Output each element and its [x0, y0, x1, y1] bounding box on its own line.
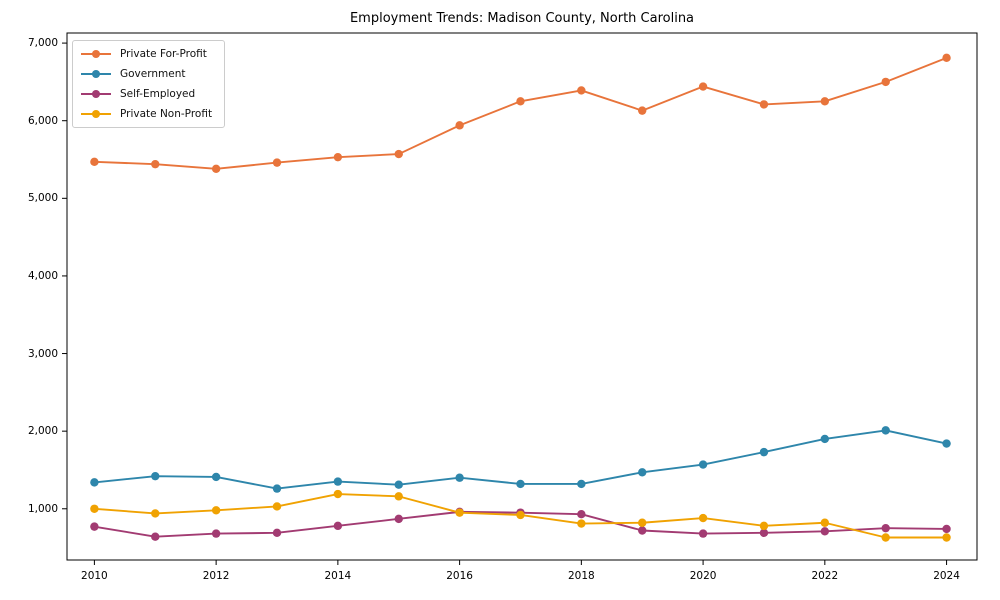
data-point	[211, 164, 221, 174]
data-point	[394, 149, 403, 159]
y-tick-label: 5,000	[27, 192, 58, 205]
data-point	[151, 159, 160, 169]
data-point	[151, 532, 160, 541]
data-point	[455, 473, 464, 482]
data-point	[211, 529, 221, 538]
data-point	[455, 508, 464, 517]
data-point	[394, 492, 403, 501]
data-point	[942, 524, 951, 534]
x-tick-label: 2014	[324, 570, 352, 582]
data-point	[881, 426, 890, 435]
data-point	[272, 502, 282, 511]
data-point	[820, 97, 830, 106]
data-point	[638, 526, 647, 535]
data-point	[942, 533, 951, 542]
y-tick-label: 3,000	[27, 347, 58, 360]
data-point	[759, 528, 769, 538]
data-point	[90, 504, 99, 513]
data-point	[211, 472, 221, 482]
legend: Private For-Profit Government Self-Employe…	[72, 40, 226, 128]
legend-label: Private For-Profit	[120, 48, 207, 60]
data-point	[942, 53, 951, 63]
data-point	[638, 468, 647, 477]
data-point	[698, 529, 708, 538]
x-tick-label: 2020	[689, 570, 717, 582]
data-point	[881, 77, 890, 87]
data-point	[942, 439, 951, 448]
data-point	[516, 510, 525, 520]
data-point	[638, 518, 647, 527]
y-tick-label: 7,000	[27, 37, 58, 50]
data-point	[820, 434, 830, 444]
data-point	[881, 523, 890, 533]
data-point	[90, 157, 99, 167]
legend-marker-icon	[81, 50, 111, 59]
legend-label: Self-Employed	[120, 88, 196, 100]
chart-title: Employment Trends: Madison County, North…	[349, 11, 695, 26]
y-tick-label: 6,000	[27, 114, 58, 127]
data-point	[333, 521, 343, 531]
data-point	[211, 506, 221, 515]
data-point	[577, 519, 586, 528]
data-point	[516, 479, 525, 489]
data-point	[820, 527, 830, 536]
data-point	[577, 479, 586, 489]
data-point	[577, 86, 586, 95]
data-point	[272, 484, 282, 493]
x-tick-label: 2022	[811, 570, 839, 582]
y-tick-label: 2,000	[27, 425, 58, 438]
x-tick-label: 2012	[202, 570, 230, 582]
legend-marker-icon	[81, 70, 111, 79]
data-point	[90, 522, 99, 531]
x-tick-label: 2016	[446, 570, 473, 582]
data-point	[333, 477, 343, 486]
data-point	[90, 478, 99, 487]
data-point	[881, 533, 890, 542]
data-point	[820, 518, 830, 527]
data-point	[698, 460, 708, 469]
legend-item: Government	[81, 68, 212, 80]
y-tick-label: 1,000	[27, 502, 58, 515]
data-point	[759, 447, 769, 457]
data-point	[759, 521, 769, 531]
data-point	[698, 82, 708, 91]
x-tick-label: 2024	[933, 570, 960, 582]
data-point	[698, 513, 708, 523]
x-tick-label: 2010	[81, 570, 108, 582]
legend-marker-icon	[81, 110, 111, 119]
x-tick-label: 2018	[567, 570, 595, 582]
legend-label: Private Non-Profit	[120, 108, 213, 120]
data-point	[272, 528, 282, 538]
legend-label: Government	[120, 68, 186, 80]
data-point	[759, 100, 769, 109]
data-point	[151, 471, 160, 481]
y-tick-label: 4,000	[27, 269, 58, 282]
legend-item: Private For-Profit	[81, 48, 212, 60]
legend-marker-icon	[81, 90, 111, 99]
data-point	[394, 480, 403, 489]
data-point	[455, 121, 464, 130]
data-point	[577, 510, 586, 519]
data-point	[151, 509, 160, 518]
legend-item: Private Non-Profit	[81, 108, 212, 120]
data-point	[333, 152, 343, 162]
data-point	[333, 489, 343, 499]
data-point	[516, 97, 525, 106]
legend-item: Self-Employed	[81, 88, 212, 100]
plot-frame	[66, 32, 978, 561]
data-point	[394, 514, 403, 524]
data-point	[638, 106, 647, 115]
data-point	[272, 158, 282, 167]
